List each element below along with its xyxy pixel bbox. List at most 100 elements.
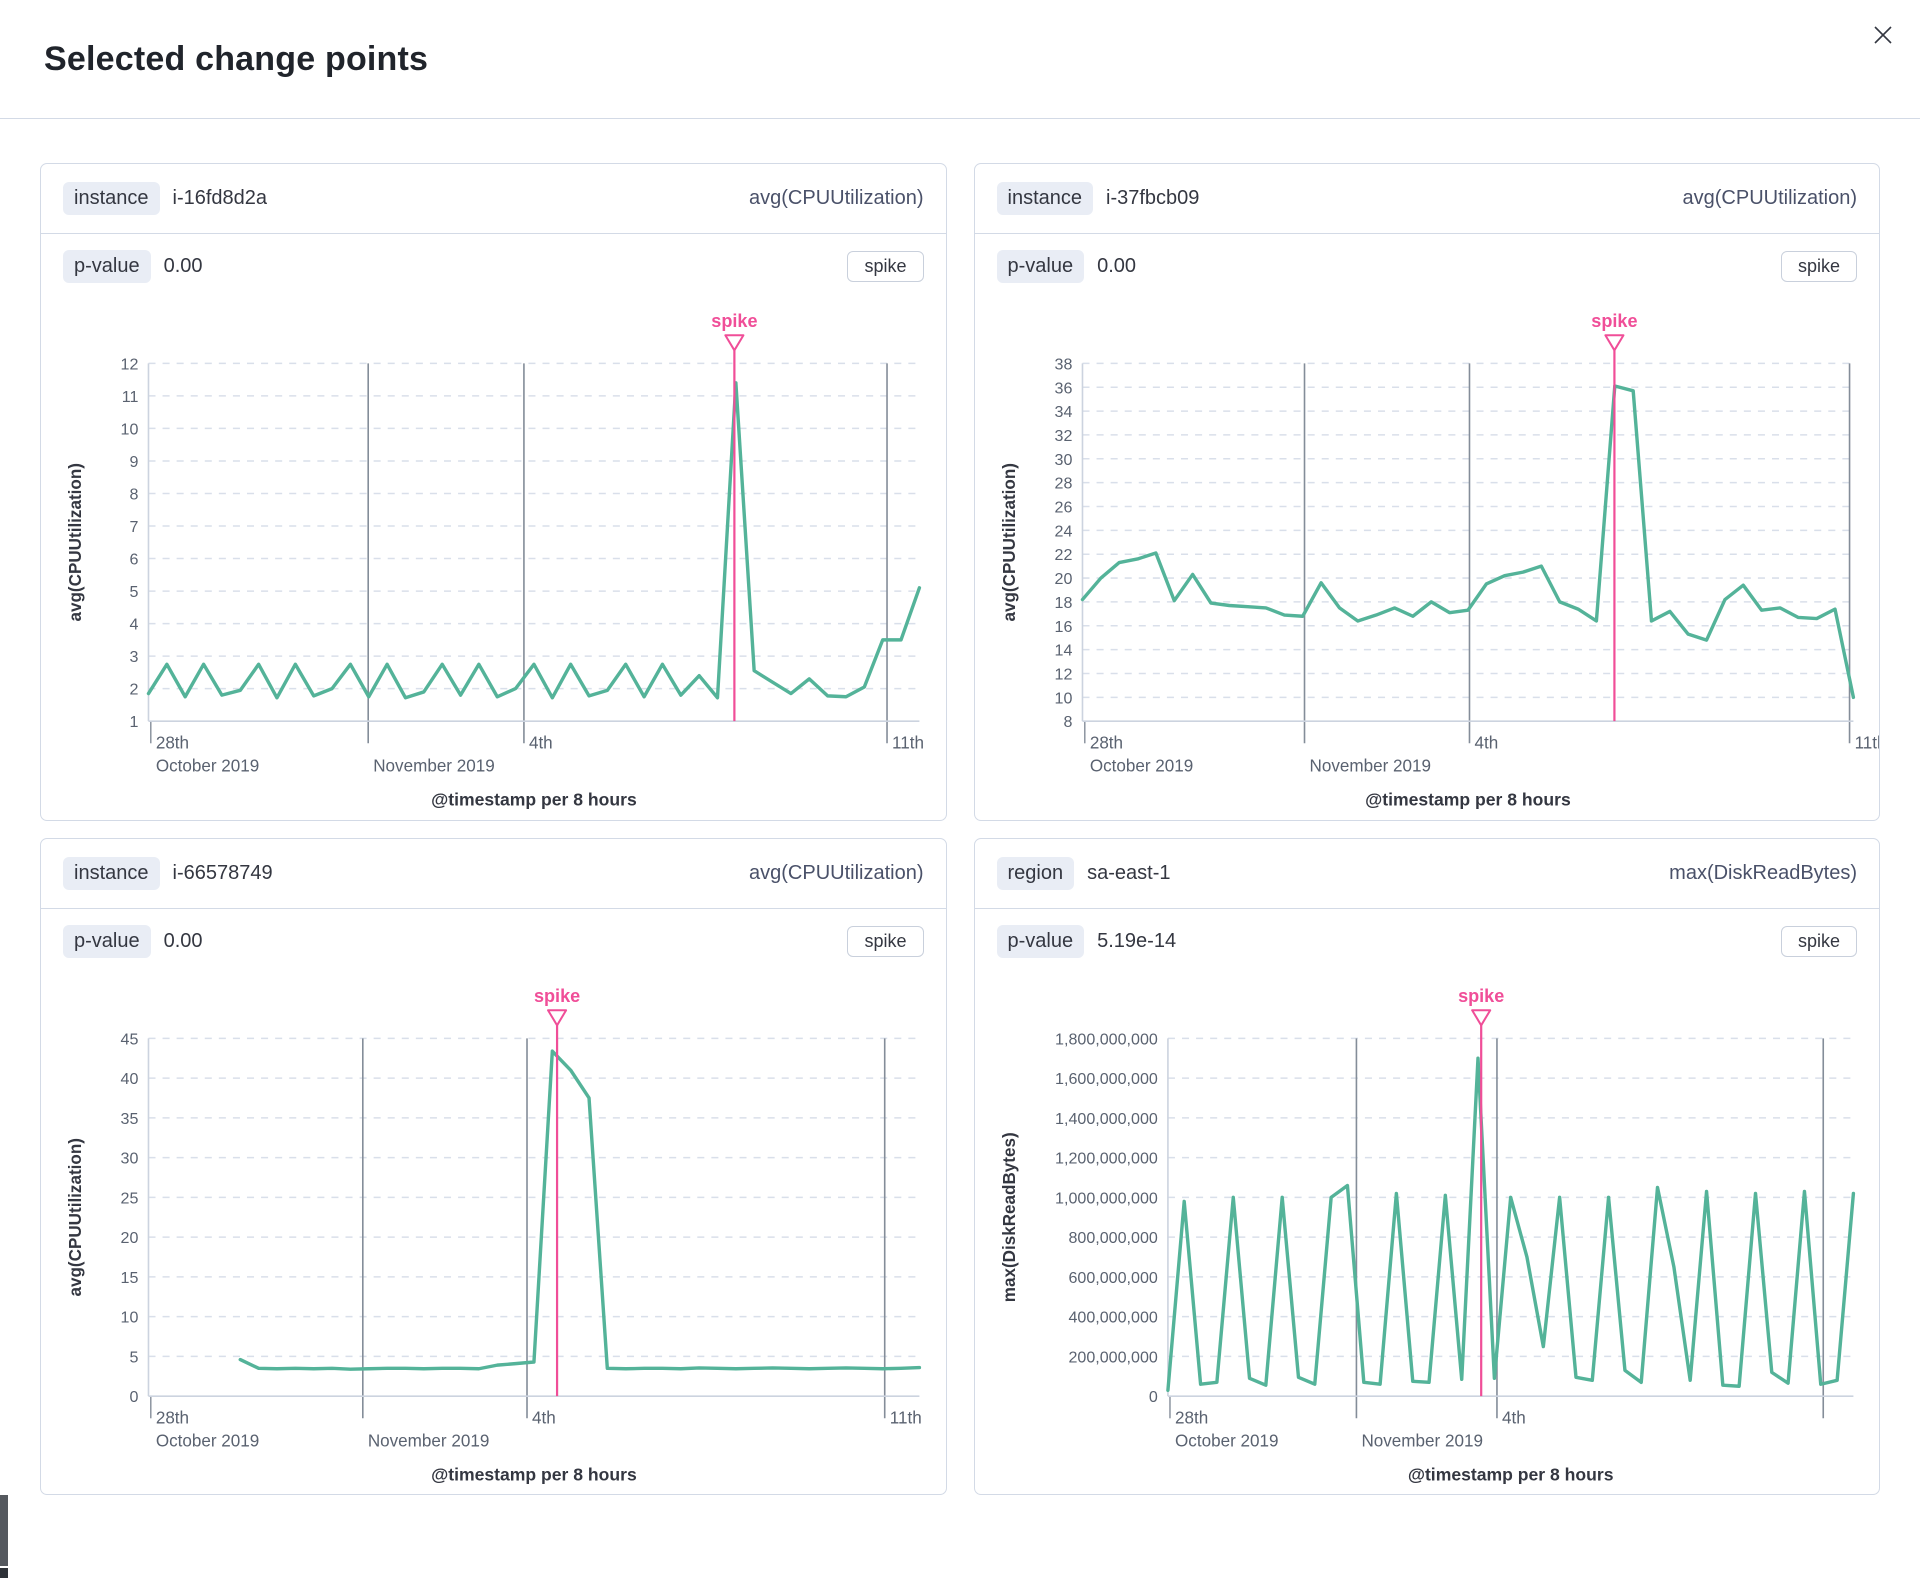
svg-text:5: 5 <box>129 1348 138 1366</box>
close-button[interactable] <box>1866 18 1900 52</box>
change-point-panel: region sa-east-1 max(DiskReadBytes) p-va… <box>973 837 1880 1496</box>
svg-text:11th: 11th <box>892 733 924 752</box>
svg-text:35: 35 <box>121 1110 139 1128</box>
svg-text:@timestamp per 8 hours: @timestamp per 8 hours <box>1365 790 1571 810</box>
background-page-sliver <box>0 1568 8 1578</box>
svg-text:1,000,000,000: 1,000,000,000 <box>1055 1189 1158 1207</box>
panel-subheader-row: p-value 0.00 spike <box>41 909 946 964</box>
svg-text:22: 22 <box>1054 546 1072 564</box>
svg-text:1: 1 <box>129 713 138 731</box>
change-point-panel: instance i-37fbcb09 avg(CPUUtilization) … <box>973 163 1880 821</box>
close-icon <box>1874 26 1892 44</box>
svg-text:4th: 4th <box>1474 733 1498 752</box>
p-value: 0.00 <box>1097 255 1137 277</box>
panel-subheader-row: p-value 0.00 spike <box>975 234 1880 289</box>
svg-text:40: 40 <box>121 1070 139 1088</box>
change-point-panels-grid: instance i-16fd8d2a avg(CPUUtilization) … <box>40 163 1880 1496</box>
change-type-badge: spike <box>847 251 924 282</box>
svg-text:spike: spike <box>1591 311 1637 331</box>
metric-label: avg(CPUUtilization) <box>1682 187 1858 209</box>
svg-text:11: 11 <box>122 388 139 406</box>
svg-text:4th: 4th <box>1501 1408 1525 1427</box>
svg-text:4: 4 <box>129 616 138 634</box>
panel-subheader-row: p-value 5.19e-14 spike <box>975 909 1880 964</box>
svg-text:10: 10 <box>121 420 139 438</box>
svg-text:October 2019: October 2019 <box>1175 1431 1279 1450</box>
svg-text:25: 25 <box>121 1189 139 1207</box>
change-point-chart[interactable]: 0 5 10 15 20 25 30 35 40 45 28th October 2019 Novemb… <box>41 964 946 1495</box>
svg-text:34: 34 <box>1054 403 1072 421</box>
svg-text:November 2019: November 2019 <box>368 1431 490 1450</box>
background-page-sliver <box>0 1452 8 1566</box>
svg-text:3: 3 <box>129 648 138 666</box>
change-point-panel: instance i-66578749 avg(CPUUtilization) … <box>40 837 947 1496</box>
metric-label: avg(CPUUtilization) <box>749 187 924 209</box>
field-value: sa-east-1 <box>1087 861 1171 884</box>
svg-text:28th: 28th <box>1089 733 1122 752</box>
svg-text:800,000,000: 800,000,000 <box>1068 1229 1157 1247</box>
svg-text:spike: spike <box>1458 986 1504 1006</box>
svg-text:8: 8 <box>129 486 138 504</box>
p-value: 0.00 <box>163 255 203 277</box>
svg-text:4th: 4th <box>529 733 553 752</box>
svg-text:20: 20 <box>121 1229 139 1247</box>
change-type-badge: spike <box>1780 925 1857 957</box>
svg-text:11th: 11th <box>890 1408 922 1427</box>
change-type-badge: spike <box>1780 251 1857 282</box>
svg-text:1,200,000,000: 1,200,000,000 <box>1055 1149 1158 1167</box>
p-value: 0.00 <box>163 929 203 952</box>
svg-text:avg(CPUUtilization): avg(CPUUtilization) <box>66 463 85 621</box>
svg-text:10: 10 <box>1054 689 1072 707</box>
svg-text:15: 15 <box>121 1269 139 1287</box>
panel-subheader-row: p-value 0.00 spike <box>41 234 946 289</box>
svg-text:200,000,000: 200,000,000 <box>1068 1348 1157 1366</box>
svg-text:8: 8 <box>1063 713 1072 731</box>
svg-text:28th: 28th <box>156 733 189 752</box>
metric-label: avg(CPUUtilization) <box>749 861 924 884</box>
svg-text:4th: 4th <box>532 1408 556 1427</box>
svg-text:@timestamp per 8 hours: @timestamp per 8 hours <box>431 790 637 810</box>
svg-text:14: 14 <box>1054 642 1072 660</box>
svg-text:18: 18 <box>1054 594 1072 612</box>
svg-text:30: 30 <box>121 1149 139 1167</box>
svg-text:12: 12 <box>1054 666 1072 684</box>
svg-text:max(DiskReadBytes): max(DiskReadBytes) <box>1000 1132 1019 1302</box>
change-point-chart[interactable]: 8 10 12 14 16 18 20 22 24 26 28 30 32 34 36 38 28th Octob… <box>975 289 1879 820</box>
field-name-badge: instance <box>996 182 1093 215</box>
modal-header: Selected change points <box>0 0 1920 119</box>
modal-title: Selected change points <box>44 39 429 78</box>
p-value: 5.19e-14 <box>1097 929 1177 952</box>
svg-text:2: 2 <box>129 681 138 699</box>
svg-text:36: 36 <box>1054 379 1072 397</box>
field-value: i-66578749 <box>172 861 273 884</box>
svg-text:@timestamp per 8 hours: @timestamp per 8 hours <box>1407 1464 1613 1484</box>
svg-text:avg(CPUUtilization): avg(CPUUtilization) <box>66 1138 85 1296</box>
svg-text:24: 24 <box>1054 522 1072 540</box>
svg-text:28th: 28th <box>156 1408 189 1427</box>
field-name-badge: region <box>996 856 1075 890</box>
svg-text:November 2019: November 2019 <box>373 756 495 775</box>
svg-text:30: 30 <box>1054 451 1072 469</box>
p-value-badge: p-value <box>996 250 1085 283</box>
p-value-badge: p-value <box>63 250 151 283</box>
metric-label: max(DiskReadBytes) <box>1669 861 1857 884</box>
svg-text:spike: spike <box>534 986 580 1006</box>
svg-text:0: 0 <box>1148 1388 1157 1406</box>
svg-text:October 2019: October 2019 <box>1089 756 1193 775</box>
svg-text:November 2019: November 2019 <box>1361 1431 1483 1450</box>
svg-text:28th: 28th <box>1175 1408 1208 1427</box>
svg-text:10: 10 <box>121 1308 139 1326</box>
change-point-chart[interactable]: 1 2 3 4 5 6 7 8 9 10 11 12 28th October 2019 November … <box>41 289 946 820</box>
svg-text:28: 28 <box>1054 475 1072 493</box>
svg-text:November 2019: November 2019 <box>1309 756 1431 775</box>
svg-text:38: 38 <box>1054 355 1072 373</box>
change-point-chart[interactable]: 0 200,000,000 400,000,000 600,000,000 800,00… <box>975 964 1880 1495</box>
svg-text:6: 6 <box>129 551 138 569</box>
p-value-badge: p-value <box>63 924 151 958</box>
svg-text:12: 12 <box>121 355 139 373</box>
svg-text:400,000,000: 400,000,000 <box>1068 1308 1157 1326</box>
svg-text:9: 9 <box>129 453 138 471</box>
field-name-badge: instance <box>63 856 160 890</box>
svg-text:20: 20 <box>1054 570 1072 588</box>
svg-text:7: 7 <box>129 518 138 536</box>
